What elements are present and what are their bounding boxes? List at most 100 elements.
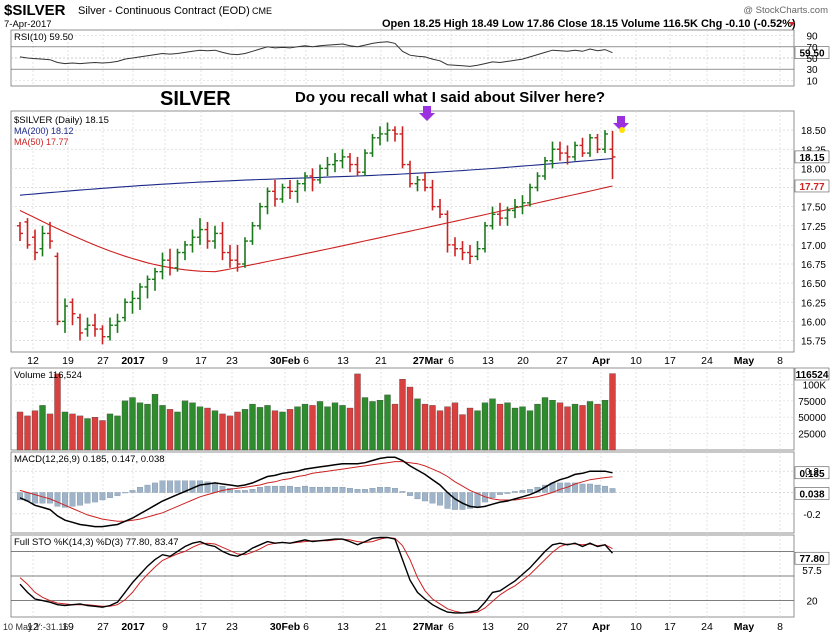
x-tick-label: 30Feb: [270, 355, 300, 367]
macd-histogram-bar: [32, 492, 38, 504]
rsi-legend: RSI(10) 59.50: [14, 32, 73, 43]
volume-bar: [309, 405, 316, 451]
macd-histogram-bar: [384, 487, 391, 493]
volume-tick-label: 75000: [798, 397, 826, 408]
volume-bar: [481, 402, 489, 451]
last-price-tag: 18.15: [799, 153, 824, 164]
volume-bar: [159, 405, 166, 451]
volume-tag-box: [794, 367, 830, 381]
volume-bar: [226, 415, 234, 451]
last-price-tag-box: [794, 150, 830, 164]
macd-histogram-bar: [54, 492, 61, 507]
sto-tick-label: 20: [806, 597, 818, 608]
volume-bar: [556, 402, 564, 451]
volume-bar: [526, 410, 534, 451]
x-tick-label-bottom: 30Feb: [270, 621, 300, 633]
macd-histogram-bar: [144, 484, 151, 493]
volume-bar: [76, 415, 84, 451]
volume-bar: [181, 400, 189, 451]
macd-histogram-bar: [474, 492, 481, 507]
macd-histogram-bar: [309, 487, 316, 493]
macd-histogram-bar: [317, 487, 323, 493]
x-tick-label: 21: [375, 355, 387, 367]
macd-histogram-bar: [332, 487, 338, 493]
rsi-line: [19, 41, 613, 67]
y-tick-label: 16.25: [801, 298, 826, 309]
macd-histogram-bar: [399, 491, 406, 493]
volume-last-tag: 116524: [796, 370, 829, 381]
x-tick-label-bottom: 17: [195, 621, 207, 633]
rsi-tick-label: 90: [806, 32, 818, 43]
x-tick-label-bottom: 8: [777, 621, 783, 633]
x-tick-label: 17: [195, 355, 207, 367]
watermark: @ StockCharts.com: [743, 5, 828, 16]
ma50-price-tag-box: [794, 179, 830, 193]
volume-bar: [301, 403, 309, 451]
y-tick-label: 17.50: [801, 203, 826, 214]
volume-bar: [466, 407, 474, 451]
volume-bar: [459, 414, 466, 451]
x-tick-label-bottom: 20: [517, 621, 529, 633]
macd-histogram-bar: [137, 487, 143, 493]
x-tick-label-bottom: 6: [303, 621, 309, 633]
x-tick-label: 8: [777, 355, 783, 367]
volume-bar: [594, 403, 601, 451]
macd-histogram-bar: [362, 489, 368, 493]
macd-histogram-bar: [249, 489, 256, 493]
volume-bar: [346, 407, 354, 451]
x-tick-label: Apr: [592, 355, 610, 367]
volume-bar: [451, 402, 459, 451]
macd-histogram-bar: [257, 487, 263, 493]
volume-bar: [84, 418, 91, 451]
macd-histogram-bar: [182, 480, 188, 493]
highlight-dot: [619, 127, 625, 133]
volume-bar: [69, 413, 76, 451]
macd-histogram-bar: [527, 489, 533, 493]
macd-histogram-bar: [279, 485, 286, 493]
macd-histogram-bar: [167, 480, 173, 493]
volume-bar: [406, 386, 414, 451]
volume-bar: [436, 410, 444, 451]
volume-tick-label: 100K: [803, 380, 827, 391]
ma50-price-tag: 17.77: [799, 182, 824, 193]
silver-annotation: SILVER: [160, 88, 231, 110]
volume-bar: [579, 405, 586, 451]
macd-legend: MACD(12,26,9) 0.185, 0.147, 0.038: [14, 454, 165, 465]
macd-histogram-bar: [489, 492, 496, 498]
macd-histogram-bar: [497, 492, 503, 495]
volume-bar: [106, 413, 114, 451]
x-tick-label: 10: [630, 355, 642, 367]
volume-bar: [121, 400, 129, 451]
volume-bar: [474, 410, 481, 451]
macd-histogram-bar: [377, 487, 383, 493]
x-tick-label-bottom: 24: [701, 621, 713, 633]
sto-layer: 77.80: [11, 536, 830, 614]
volume-bar: [586, 401, 594, 451]
volume-bar: [211, 410, 219, 451]
volume-bar: [129, 397, 136, 451]
volume-bar: [541, 397, 549, 451]
x-tick-label-bottom: 27Mar: [413, 621, 443, 633]
x-tick-label: 6: [303, 355, 309, 367]
x-tick-label-bottom: 13: [337, 621, 349, 633]
volume-bar: [166, 409, 174, 451]
volume-bar: [256, 407, 264, 451]
y-tick-label: 16.75: [801, 260, 826, 271]
macd-tick-label: 0.2: [805, 467, 819, 478]
ma50-line: [19, 185, 613, 273]
volume-bar: [376, 399, 384, 451]
macd-histogram-bar: [227, 488, 233, 493]
x-tick-label: 17: [664, 355, 676, 367]
macd-histogram-bar: [212, 482, 218, 493]
x-tick-label: 9: [162, 355, 168, 367]
volume-bar: [519, 406, 526, 451]
volume-bar: [421, 403, 429, 451]
exchange-label: CME: [252, 6, 272, 16]
volume-bar: [271, 410, 279, 451]
volume-bar: [361, 397, 369, 451]
ohlc-readout: Open 18.25 High 18.49 Low 17.86 Close 18…: [382, 18, 796, 30]
x-tick-label-bottom: 10: [630, 621, 642, 633]
x-tick-label-bottom: May: [734, 621, 755, 633]
volume-bar: [489, 398, 496, 451]
